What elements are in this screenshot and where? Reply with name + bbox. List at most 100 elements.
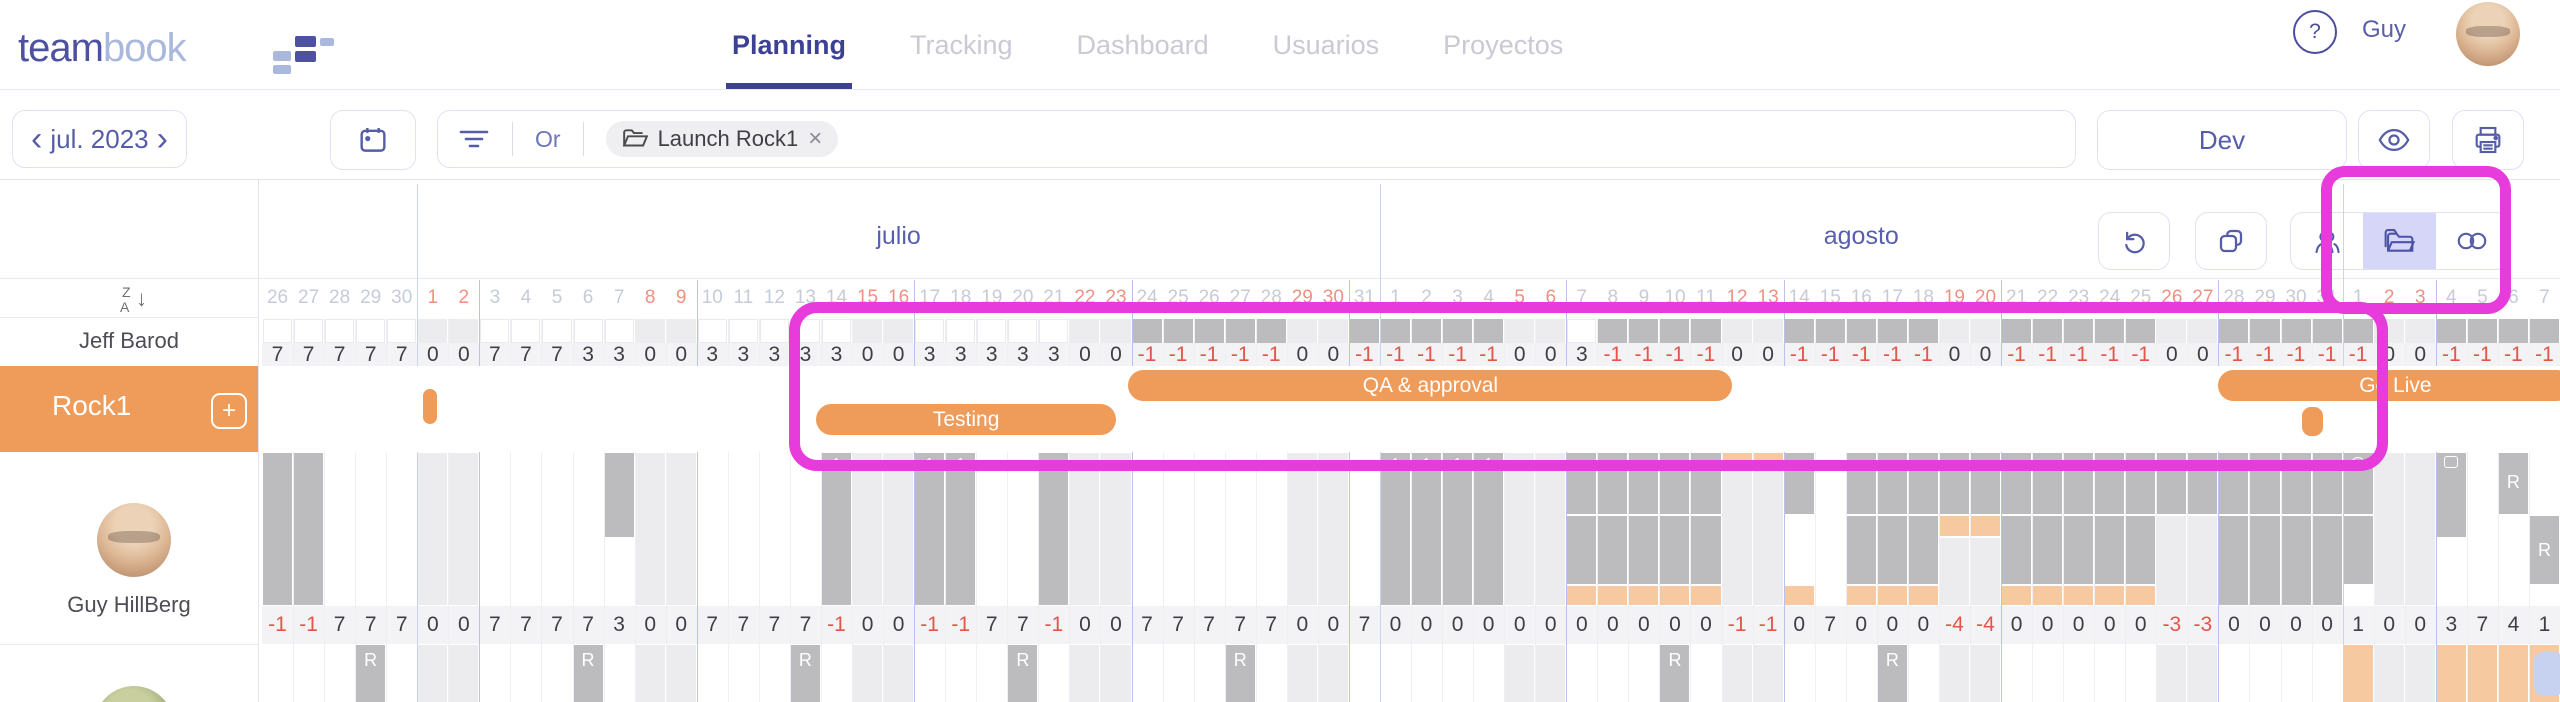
next-period-button[interactable]: › xyxy=(156,120,168,158)
booking-cell[interactable] xyxy=(1536,453,1566,605)
booking-cell[interactable] xyxy=(604,319,634,343)
booking-cell[interactable] xyxy=(2498,645,2528,702)
booking-cell[interactable] xyxy=(759,319,789,343)
booking-cell[interactable] xyxy=(1784,319,1814,343)
booking-cell[interactable] xyxy=(915,319,945,343)
booking-cell[interactable] xyxy=(977,319,1007,343)
booking-cell[interactable] xyxy=(1008,645,1038,702)
booking-cell[interactable] xyxy=(1505,453,1535,605)
booking-cell[interactable] xyxy=(946,453,976,605)
booking-cell[interactable] xyxy=(2033,516,2063,584)
booking-cell[interactable] xyxy=(1536,319,1566,343)
booking-cell[interactable] xyxy=(1629,319,1659,343)
booking-cell[interactable] xyxy=(1380,319,1410,343)
task-bar-testing[interactable]: Testing xyxy=(816,404,1116,435)
filter-operator-toggle[interactable]: Or xyxy=(535,125,561,152)
booking-cell[interactable] xyxy=(884,645,914,702)
booking-cell[interactable] xyxy=(1753,645,1783,702)
booking-cell[interactable] xyxy=(1970,319,2001,343)
filter-bar[interactable]: Or Launch Rock1 × xyxy=(437,110,2076,168)
booking-cell[interactable] xyxy=(2498,453,2528,514)
booking-cell[interactable] xyxy=(1349,319,1379,343)
booking-cell[interactable] xyxy=(666,453,696,605)
booking-cell[interactable] xyxy=(853,645,883,702)
booking-cell[interactable] xyxy=(418,319,448,343)
booking-cell[interactable] xyxy=(1970,645,2001,702)
booking-cell[interactable] xyxy=(2343,516,2373,584)
booking-cell[interactable] xyxy=(853,453,883,605)
view-by-projects-segment[interactable] xyxy=(2363,213,2436,269)
booking-cell[interactable] xyxy=(387,319,417,343)
booking-cell[interactable] xyxy=(2188,645,2218,702)
booking-cell[interactable] xyxy=(1846,586,1876,605)
booking-cell[interactable] xyxy=(1443,453,1473,605)
booking-cell[interactable] xyxy=(1039,453,1069,605)
booking-cell[interactable] xyxy=(2529,319,2559,343)
booking-cell[interactable] xyxy=(1629,586,1659,605)
booking-cell[interactable] xyxy=(2467,319,2497,343)
booking-cell[interactable] xyxy=(1877,645,1907,702)
help-button[interactable]: ? xyxy=(2293,10,2337,54)
booking-cell[interactable] xyxy=(2219,319,2249,343)
booking-cell[interactable] xyxy=(1318,645,1348,702)
booking-cell[interactable] xyxy=(449,453,479,605)
booking-cell[interactable] xyxy=(1598,516,1628,584)
tab-usuarios[interactable]: Usuarios xyxy=(1272,29,1380,60)
booking-cell[interactable] xyxy=(1939,645,1969,702)
booking-cell[interactable] xyxy=(1691,319,1721,343)
booking-cell[interactable] xyxy=(635,453,665,605)
booking-cell[interactable] xyxy=(853,319,883,343)
booking-cell[interactable] xyxy=(1846,516,1876,584)
booking-cell[interactable] xyxy=(2405,319,2435,343)
booking-cell[interactable] xyxy=(821,319,852,343)
booking-cell[interactable] xyxy=(790,645,820,702)
booking-cell[interactable] xyxy=(2281,319,2311,343)
booking-cell[interactable] xyxy=(1970,516,2001,536)
booking-cell[interactable] xyxy=(946,319,976,343)
booking-cell[interactable] xyxy=(418,645,448,702)
booking-cell[interactable] xyxy=(1070,319,1100,343)
booking-cell[interactable] xyxy=(635,319,665,343)
booking-cell[interactable] xyxy=(1101,645,1131,702)
booking-cell[interactable] xyxy=(604,453,634,537)
booking-cell[interactable] xyxy=(697,319,727,343)
booking-cell[interactable] xyxy=(1908,319,1938,343)
booking-cell[interactable] xyxy=(884,453,914,605)
booking-cell[interactable] xyxy=(294,453,324,605)
booking-cell[interactable] xyxy=(1939,319,1969,343)
booking-cell[interactable] xyxy=(263,453,293,605)
booking-cell[interactable] xyxy=(1505,319,1535,343)
booking-cell[interactable] xyxy=(1318,319,1348,343)
booking-cell[interactable] xyxy=(1660,516,1690,584)
booking-cell[interactable] xyxy=(2033,586,2063,605)
booking-cell[interactable] xyxy=(1970,538,2001,605)
booking-cell[interactable] xyxy=(2405,645,2435,702)
booking-cell[interactable] xyxy=(884,319,914,343)
visibility-button[interactable] xyxy=(2358,110,2430,170)
booking-cell[interactable] xyxy=(1380,453,1410,605)
booking-cell[interactable] xyxy=(1939,538,1969,605)
booking-cell[interactable] xyxy=(2002,516,2032,584)
booking-cell[interactable] xyxy=(1877,586,1907,605)
prev-period-button[interactable]: ‹ xyxy=(31,120,43,158)
booking-cell[interactable] xyxy=(1101,319,1131,343)
booking-cell[interactable] xyxy=(2126,586,2156,605)
booking-cell[interactable] xyxy=(2095,319,2125,343)
booking-cell[interactable] xyxy=(1505,645,1535,702)
booking-cell[interactable] xyxy=(2095,516,2125,584)
booking-cell[interactable] xyxy=(1877,319,1907,343)
booking-cell[interactable] xyxy=(1722,453,1752,605)
booking-cell[interactable] xyxy=(2064,586,2094,605)
tab-proyectos[interactable]: Proyectos xyxy=(1443,29,1564,60)
task-bar-qa-approval[interactable]: QA & approval xyxy=(1128,370,1733,401)
booking-cell[interactable] xyxy=(1598,586,1628,605)
booking-cell[interactable] xyxy=(1660,319,1690,343)
milestone-pill-2[interactable] xyxy=(2302,407,2324,436)
booking-cell[interactable] xyxy=(2095,586,2125,605)
booking-cell[interactable] xyxy=(1443,319,1473,343)
booking-cell[interactable] xyxy=(573,645,603,702)
booking-cell[interactable] xyxy=(1412,319,1442,343)
booking-cell[interactable] xyxy=(728,319,758,343)
booking-cell[interactable] xyxy=(1598,319,1628,343)
booking-cell[interactable] xyxy=(356,319,386,343)
